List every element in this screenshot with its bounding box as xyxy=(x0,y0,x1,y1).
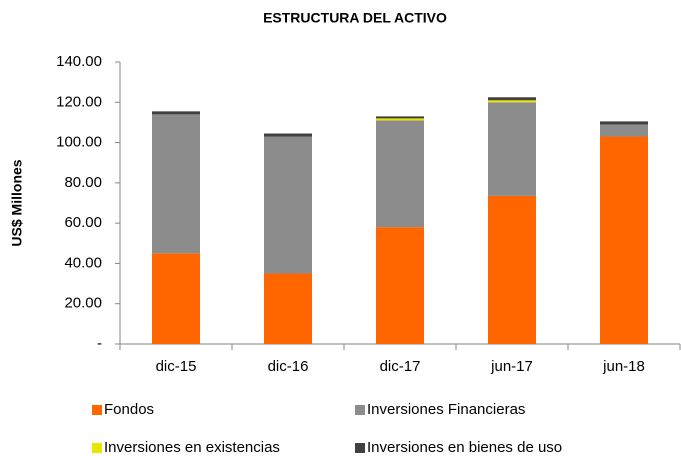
y-tick-label: 140.00 xyxy=(56,53,102,70)
legend-label: Inversiones Financieras xyxy=(367,401,525,418)
x-tick-label: jun-18 xyxy=(602,358,645,375)
chart-title: ESTRUCTURA DEL ACTIVO xyxy=(263,10,447,26)
y-tick-label: 20.00 xyxy=(64,295,102,312)
bar-segment xyxy=(376,120,424,228)
legend-label: Fondos xyxy=(104,401,154,418)
bar-segment xyxy=(376,227,424,344)
bar-segment xyxy=(488,100,536,103)
y-tick-label: 100.00 xyxy=(56,134,102,151)
bar-segment xyxy=(488,102,536,196)
bar-segment xyxy=(264,136,312,274)
y-tick-label: 40.00 xyxy=(64,254,102,271)
bar-segment xyxy=(264,133,312,137)
x-tick-label: jun-17 xyxy=(490,358,533,375)
bar-segment xyxy=(600,124,648,137)
bar-segment xyxy=(152,111,200,115)
legend-swatch xyxy=(355,443,365,453)
legend-swatch xyxy=(92,443,102,453)
y-axis-label: US$ Millones xyxy=(9,159,25,246)
y-tick-label: 60.00 xyxy=(64,214,102,231)
y-tick-label: - xyxy=(97,335,102,352)
bar-segment xyxy=(376,116,424,119)
legend-swatch xyxy=(92,405,102,415)
legend-label: Inversiones en existencias xyxy=(104,439,280,456)
bar-segment xyxy=(152,114,200,254)
legend-label: Inversiones en bienes de uso xyxy=(367,439,562,456)
bar-segment xyxy=(600,121,648,125)
y-tick-label: 80.00 xyxy=(64,174,102,191)
y-tick-label: 120.00 xyxy=(56,93,102,110)
bar-segment xyxy=(376,118,424,121)
bar-segment xyxy=(600,136,648,344)
bar-segment xyxy=(152,253,200,344)
bar-segment xyxy=(264,273,312,344)
x-tick-label: dic-17 xyxy=(380,358,421,375)
x-tick-label: dic-15 xyxy=(156,358,197,375)
x-tick-label: dic-16 xyxy=(268,358,309,375)
bar-segment xyxy=(488,97,536,101)
bar-segment xyxy=(488,195,536,344)
legend-swatch xyxy=(355,405,365,415)
